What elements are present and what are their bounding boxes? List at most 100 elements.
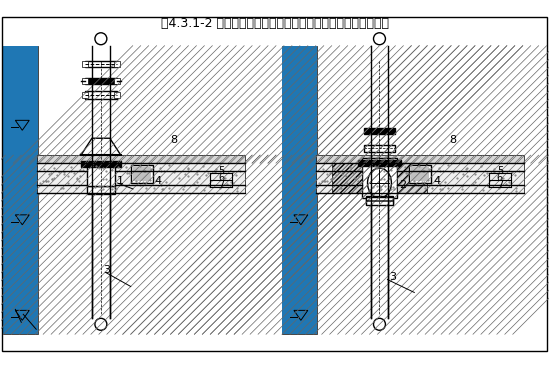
Point	[417, 179, 426, 185]
Point	[511, 188, 520, 194]
Bar	[85, 78, 117, 84]
Bar	[316, 155, 524, 163]
Point	[179, 183, 188, 189]
Text: 6: 6	[497, 173, 503, 183]
Point	[462, 166, 471, 172]
Point	[342, 180, 351, 186]
Bar	[366, 197, 393, 205]
Point	[332, 172, 340, 178]
Point	[381, 183, 389, 189]
Point	[227, 179, 235, 185]
Point	[453, 175, 462, 181]
Bar	[332, 163, 361, 193]
Text: 8: 8	[170, 135, 178, 145]
Bar	[87, 186, 115, 194]
Bar	[282, 46, 317, 334]
Point	[193, 168, 202, 174]
Point	[502, 181, 510, 187]
Point	[63, 173, 72, 179]
Point	[94, 165, 103, 171]
Point	[441, 179, 449, 185]
Bar	[364, 128, 395, 134]
Bar	[87, 165, 115, 186]
Point	[414, 182, 423, 188]
Point	[371, 163, 380, 169]
Bar	[133, 167, 151, 181]
Point	[494, 185, 503, 191]
Point	[57, 185, 65, 191]
Bar	[3, 46, 38, 334]
Point	[351, 176, 360, 182]
Point	[108, 186, 117, 192]
Point	[233, 185, 241, 191]
Point	[436, 186, 445, 192]
Point	[326, 176, 335, 182]
Point	[505, 179, 514, 185]
Point	[101, 168, 110, 174]
Point	[459, 171, 468, 177]
Point	[184, 166, 192, 172]
Point	[315, 180, 323, 186]
Point	[377, 165, 386, 171]
Point	[317, 179, 326, 185]
Point	[160, 168, 168, 174]
Point	[122, 164, 131, 170]
Point	[97, 183, 106, 189]
Point	[354, 173, 363, 179]
Point	[366, 164, 375, 169]
Text: 1: 1	[117, 176, 124, 186]
Point	[323, 171, 332, 177]
Point	[323, 179, 332, 185]
Point	[325, 169, 334, 175]
Point	[72, 176, 81, 182]
Point	[44, 171, 53, 177]
Point	[40, 166, 49, 172]
Point	[156, 165, 164, 171]
Point	[229, 169, 238, 175]
Point	[48, 176, 57, 182]
Point	[402, 170, 410, 176]
Point	[109, 184, 118, 190]
Point	[348, 171, 357, 176]
Point	[490, 169, 498, 175]
Point	[192, 171, 201, 177]
Text: 3: 3	[103, 265, 110, 275]
Point	[123, 170, 131, 176]
Point	[406, 162, 415, 168]
Point	[199, 162, 207, 168]
Bar	[3, 46, 38, 334]
Point	[53, 172, 62, 178]
Point	[192, 179, 201, 185]
Point	[480, 172, 488, 178]
Point	[353, 178, 362, 184]
Point	[414, 163, 423, 169]
Bar	[82, 92, 88, 98]
Point	[50, 165, 59, 171]
Bar	[114, 61, 120, 67]
Point	[424, 178, 433, 184]
Point	[458, 183, 466, 189]
Text: 8: 8	[449, 135, 456, 145]
Point	[351, 175, 360, 181]
Point	[136, 163, 145, 169]
Point	[436, 182, 444, 188]
Point	[328, 165, 337, 171]
Point	[428, 185, 437, 191]
Point	[184, 165, 192, 171]
Point	[174, 175, 183, 181]
Point	[350, 185, 359, 191]
Point	[388, 184, 397, 190]
Point	[328, 175, 337, 181]
Point	[128, 162, 136, 168]
Point	[386, 167, 395, 173]
Text: 7: 7	[497, 180, 503, 190]
Point	[97, 187, 106, 193]
Point	[146, 166, 155, 172]
Point	[420, 185, 429, 191]
Point	[157, 186, 166, 192]
Bar	[316, 163, 524, 193]
Point	[400, 164, 409, 170]
Point	[41, 178, 50, 184]
Point	[205, 183, 213, 189]
Point	[142, 185, 151, 191]
